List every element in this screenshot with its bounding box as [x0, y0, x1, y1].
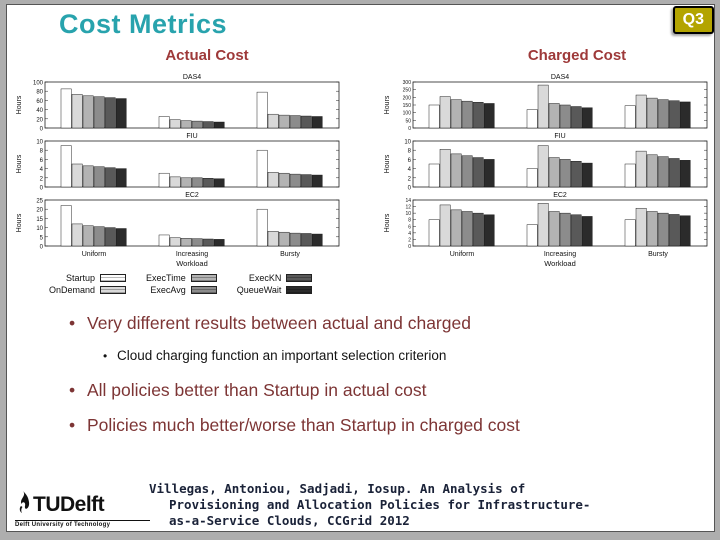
- legend-item: ExecTime: [146, 273, 217, 283]
- svg-text:100: 100: [403, 111, 412, 117]
- legend-item: Startup: [49, 273, 127, 283]
- legend-label: Startup: [66, 273, 96, 283]
- svg-text:10: 10: [404, 140, 411, 146]
- tudelft-wordmark: TUDelft: [33, 492, 105, 516]
- bullet-item: All policies better than Startup in actu…: [69, 380, 703, 401]
- svg-text:40: 40: [36, 108, 43, 114]
- slide: Cost Metrics Q3 Actual Cost Charged Cost…: [6, 4, 715, 532]
- svg-text:EC2: EC2: [553, 192, 567, 199]
- tudelft-flame-icon: [15, 490, 30, 519]
- svg-text:2: 2: [408, 176, 412, 182]
- svg-text:200: 200: [403, 95, 412, 101]
- legend-swatch: [190, 274, 217, 282]
- svg-text:6: 6: [40, 158, 44, 164]
- legend-swatch: [100, 274, 127, 282]
- svg-text:Hours: Hours: [16, 154, 23, 173]
- legend-item: ExecKN: [237, 273, 313, 283]
- svg-text:EC2: EC2: [185, 192, 199, 199]
- svg-text:DAS4: DAS4: [551, 74, 569, 81]
- svg-text:Increasing: Increasing: [544, 251, 576, 258]
- legend-label: ExecKN: [248, 273, 282, 283]
- svg-text:Bursty: Bursty: [648, 251, 668, 258]
- svg-text:Hours: Hours: [16, 95, 23, 114]
- svg-text:0: 0: [40, 127, 44, 133]
- legend-item: OnDemand: [49, 285, 127, 295]
- svg-text:Hours: Hours: [384, 154, 391, 173]
- svg-text:Bursty: Bursty: [280, 251, 300, 258]
- svg-text:14: 14: [405, 198, 411, 204]
- svg-text:50: 50: [405, 118, 411, 124]
- svg-text:300: 300: [403, 80, 412, 86]
- svg-text:Uniform: Uniform: [82, 251, 107, 258]
- svg-text:4: 4: [408, 167, 412, 173]
- svg-text:Workload: Workload: [544, 259, 576, 268]
- svg-text:Hours: Hours: [384, 213, 391, 232]
- svg-text:Hours: Hours: [16, 213, 23, 232]
- actual-cost-chart: DAS4 0 20 40 60 80 100 Hours FIU 0 2 4 6 8 10 Hours EC2 0…: [13, 67, 345, 275]
- question-badge: Q3: [672, 6, 714, 34]
- svg-text:100: 100: [33, 81, 44, 87]
- svg-text:2: 2: [40, 176, 44, 182]
- svg-text:4: 4: [40, 167, 44, 173]
- svg-text:4: 4: [408, 231, 411, 237]
- legend-item: QueueWait: [237, 285, 313, 295]
- legend-item: ExecAvg: [146, 285, 217, 295]
- svg-text:25: 25: [36, 199, 43, 205]
- bullet-item: Very different results between actual an…: [69, 313, 703, 334]
- citation-line: Villegas, Antoniou, Sadjadi, Iosup. An A…: [149, 481, 526, 496]
- svg-text:0: 0: [40, 245, 44, 251]
- legend-swatch: [286, 286, 313, 294]
- citation-line: as-a-Service Clouds, CCGrid 2012: [169, 512, 410, 528]
- svg-text:150: 150: [403, 103, 412, 109]
- svg-text:DAS4: DAS4: [183, 74, 201, 81]
- svg-text:250: 250: [403, 88, 412, 94]
- svg-text:20: 20: [36, 208, 43, 214]
- svg-text:20: 20: [36, 117, 43, 123]
- svg-text:8: 8: [408, 149, 412, 155]
- legend-label: ExecAvg: [150, 285, 186, 295]
- charged-cost-heading: Charged Cost: [527, 47, 627, 64]
- legend-label: OnDemand: [49, 285, 96, 295]
- svg-text:10: 10: [405, 211, 411, 217]
- charged-cost-chart: DAS4 0 50 100 150 200 250 300 Hours FIU 0 2 4 6 8 10 Hou…: [381, 67, 713, 275]
- svg-text:10: 10: [36, 140, 43, 146]
- svg-text:10: 10: [36, 226, 43, 232]
- legend-swatch: [286, 274, 313, 282]
- svg-text:Uniform: Uniform: [450, 251, 475, 258]
- svg-text:15: 15: [36, 217, 43, 223]
- svg-text:FIU: FIU: [186, 133, 197, 140]
- citation-line: Provisioning and Allocation Policies for…: [169, 496, 591, 512]
- actual-cost-heading: Actual Cost: [165, 47, 249, 64]
- legend-label: QueueWait: [236, 285, 282, 295]
- legend-swatch: [190, 286, 217, 294]
- svg-text:12: 12: [405, 205, 411, 211]
- citation: Villegas, Antoniou, Sadjadi, Iosup. An A…: [149, 481, 590, 528]
- svg-text:6: 6: [408, 224, 411, 230]
- svg-text:Increasing: Increasing: [176, 251, 208, 258]
- svg-text:0: 0: [408, 126, 411, 132]
- legend-label: ExecTime: [146, 273, 186, 283]
- svg-text:8: 8: [408, 218, 411, 224]
- svg-text:0: 0: [408, 244, 411, 250]
- tudelft-logo: TUDelft Delft University of Technology: [15, 490, 150, 528]
- svg-text:0: 0: [40, 186, 44, 192]
- chart-legend: Startup ExecTime ExecKN OnDemand ExecAvg Queu…: [49, 273, 313, 295]
- svg-text:5: 5: [40, 235, 44, 241]
- svg-text:6: 6: [408, 158, 412, 164]
- tudelft-caption: Delft University of Technology: [15, 520, 150, 528]
- svg-text:FIU: FIU: [554, 133, 565, 140]
- svg-text:8: 8: [40, 149, 44, 155]
- svg-text:Hours: Hours: [384, 95, 391, 114]
- svg-text:Workload: Workload: [176, 259, 208, 268]
- page-title: Cost Metrics: [59, 9, 228, 39]
- legend-swatch: [100, 286, 127, 294]
- bullet-list: Very different results between actual an…: [63, 313, 703, 450]
- svg-text:0: 0: [408, 186, 412, 192]
- bullet-item: Policies much better/worse than Startup …: [69, 415, 703, 436]
- bullet-item-sub: Cloud charging function an important sel…: [103, 348, 703, 363]
- svg-text:80: 80: [36, 90, 43, 96]
- svg-text:2: 2: [408, 237, 411, 243]
- svg-text:60: 60: [36, 99, 43, 105]
